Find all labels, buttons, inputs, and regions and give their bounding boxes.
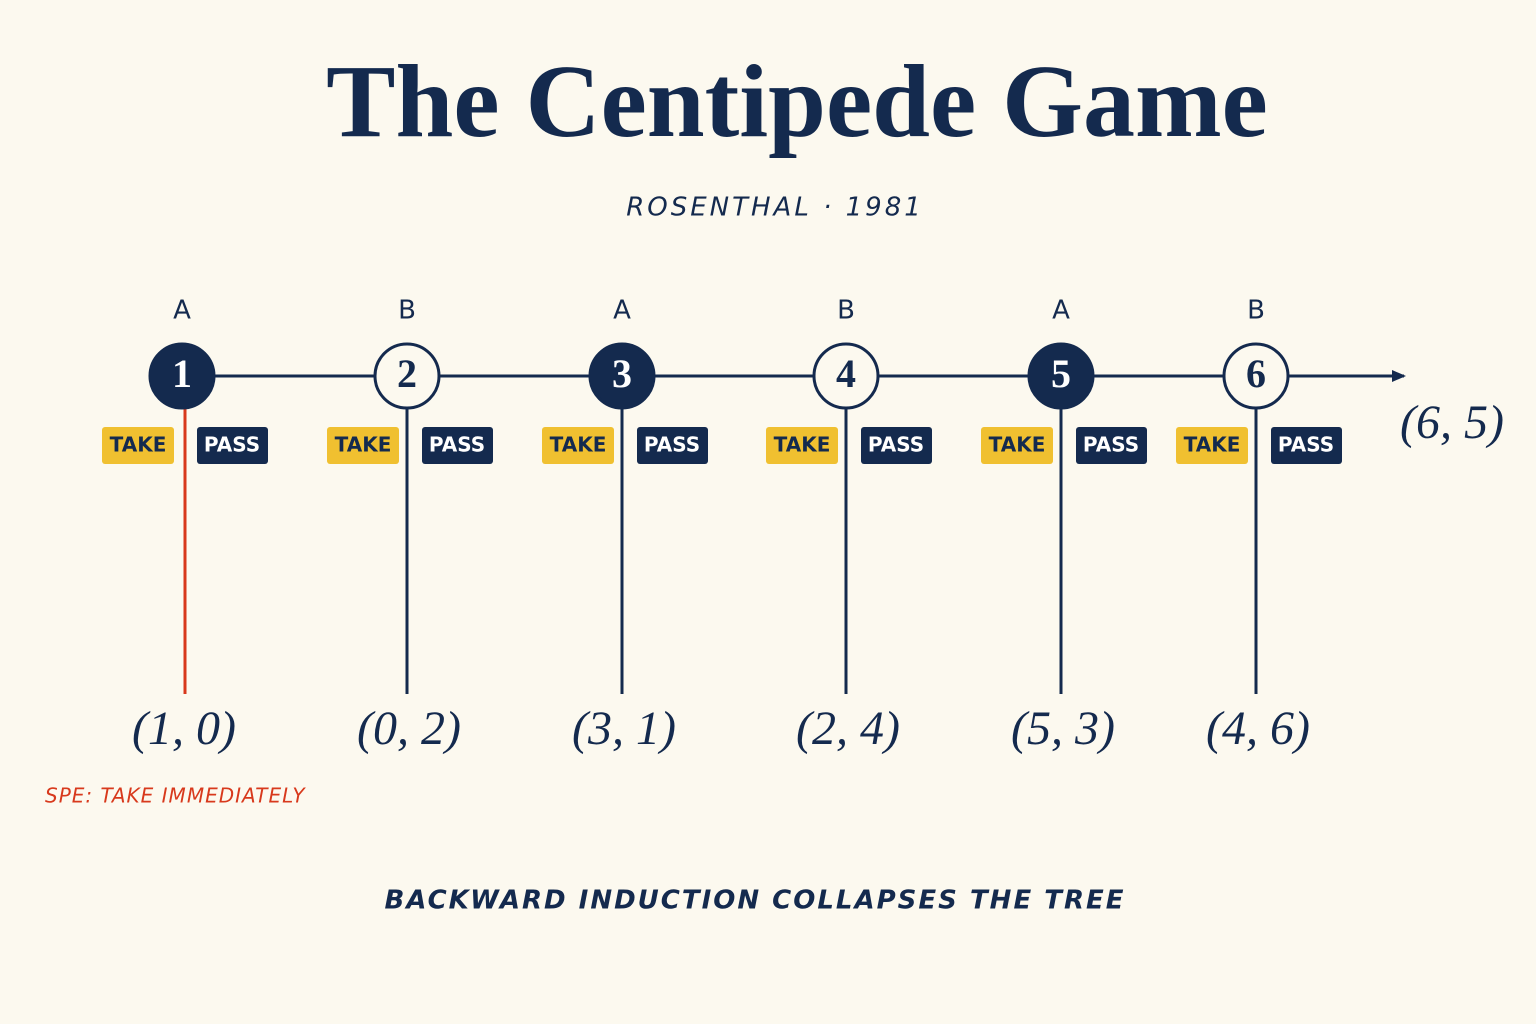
- take-badge: [102, 427, 174, 464]
- pass-badge: [197, 427, 268, 464]
- pass-label: PASS: [204, 433, 260, 457]
- take-badge: [327, 427, 399, 464]
- player-label: B: [837, 296, 855, 326]
- payoff: (1, 0): [132, 702, 236, 755]
- node: [1027, 342, 1095, 410]
- take-label: TAKE: [335, 433, 392, 457]
- take-label: TAKE: [774, 433, 831, 457]
- spe-note: SPE: TAKE IMMEDIATELY: [45, 784, 306, 808]
- subtitle: ROSENTHAL · 1981: [626, 193, 924, 223]
- pass-label: PASS: [429, 433, 485, 457]
- node-number: 3: [612, 351, 632, 396]
- pass-badge: [1076, 427, 1147, 464]
- pass-badge: [422, 427, 493, 464]
- pass-label: PASS: [868, 433, 924, 457]
- take-badge: [766, 427, 838, 464]
- take-label: TAKE: [989, 433, 1046, 457]
- take-badge: [981, 427, 1053, 464]
- node-number: 1: [172, 351, 192, 396]
- pass-badge: [861, 427, 932, 464]
- payoff: (2, 4): [796, 702, 900, 755]
- pass-label: PASS: [644, 433, 700, 457]
- node: [812, 342, 880, 410]
- pass-badge: [637, 427, 708, 464]
- payoff: (0, 2): [357, 702, 461, 755]
- pass-label: PASS: [1278, 433, 1334, 457]
- take-badge: [1176, 427, 1248, 464]
- pass-label: PASS: [1083, 433, 1139, 457]
- nodes: TAKE PASS 1 A (1, 0) TAKE PASS 2 B (0, 2) TAKE PASS…: [102, 296, 1342, 755]
- take-label: TAKE: [550, 433, 607, 457]
- node-number: 2: [397, 351, 417, 396]
- payoff: (4, 6): [1206, 702, 1310, 755]
- node-number: 4: [836, 351, 856, 396]
- node: [1222, 342, 1290, 410]
- footer: BACKWARD INDUCTION COLLAPSES THE TREE: [384, 886, 1125, 916]
- node-number: 6: [1246, 351, 1266, 396]
- player-label: A: [173, 296, 191, 326]
- take-label: TAKE: [1184, 433, 1241, 457]
- payoff: (5, 3): [1011, 702, 1115, 755]
- pass-badge: [1271, 427, 1342, 464]
- player-label: B: [398, 296, 416, 326]
- player-label: B: [1247, 296, 1265, 326]
- final-payoff: (6, 5): [1400, 396, 1504, 449]
- node-number: 5: [1051, 351, 1071, 396]
- node: [373, 342, 441, 410]
- player-label: A: [1052, 296, 1070, 326]
- player-label: A: [613, 296, 631, 326]
- node: [588, 342, 656, 410]
- title: The Centipede Game: [326, 44, 1268, 159]
- payoff: (3, 1): [572, 702, 676, 755]
- take-label: TAKE: [110, 433, 167, 457]
- take-badge: [542, 427, 614, 464]
- node: [148, 342, 216, 410]
